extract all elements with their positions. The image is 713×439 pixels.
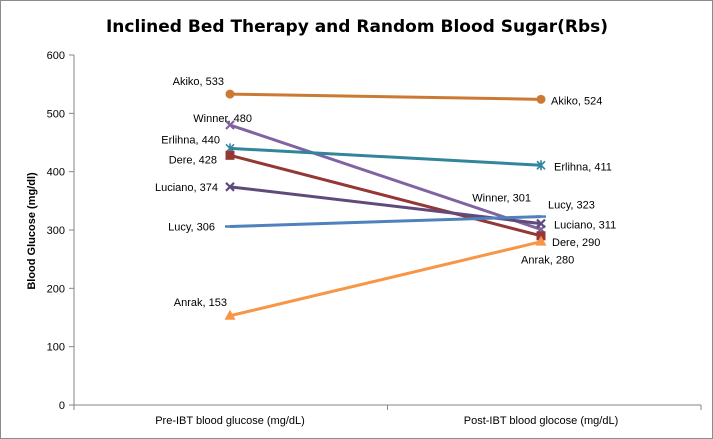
data-labels: Akiko, 533 Akiko, 524 Winner, 480 Winner, 3… xyxy=(155,76,616,309)
series-line-dere xyxy=(229,153,542,238)
data-point-anrak xyxy=(224,309,236,320)
data-label-anrak: Anrak, 280 xyxy=(521,255,574,267)
data-point-winner xyxy=(225,120,235,130)
y-tick-label: 600 xyxy=(47,50,65,62)
y-tick-label: 100 xyxy=(47,342,65,354)
series-line-akiko xyxy=(229,92,542,101)
x-category-label: Post-IBT blood glocose (mg/dL) xyxy=(464,415,618,427)
data-point-luciano xyxy=(536,218,546,229)
data-point-erlihna xyxy=(536,160,546,171)
series-erlihna xyxy=(225,143,546,171)
data-label-winner: Winner, 480 xyxy=(193,113,252,125)
series-line-erlihna xyxy=(229,146,542,167)
series-line-winner xyxy=(229,123,542,231)
data-label-akiko: Akiko, 533 xyxy=(173,76,224,88)
data-point-dere xyxy=(225,150,235,160)
y-tick-label: 0 xyxy=(59,400,65,412)
data-label-lucy: Lucy, 306 xyxy=(168,222,215,234)
y-tick-label: 300 xyxy=(47,225,65,237)
y-tick-label: 400 xyxy=(47,167,65,179)
x-axis-ticks: Pre-IBT blood glucose (mg/dL) Post-IBT bl… xyxy=(73,405,702,427)
data-label-winner: Winner, 301 xyxy=(472,192,531,204)
series-lines xyxy=(224,89,547,320)
data-label-anrak: Anrak, 153 xyxy=(174,297,227,309)
series-line-lucy xyxy=(229,215,542,228)
x-category-label: Pre-IBT blood glucose (mg/dL) xyxy=(155,415,305,427)
data-point-anrak xyxy=(535,235,547,246)
data-label-dere: Dere, 428 xyxy=(169,154,217,166)
data-label-lucy: Lucy, 323 xyxy=(548,200,595,212)
series-lucy xyxy=(225,215,546,228)
data-label-luciano: Luciano, 311 xyxy=(554,220,616,232)
y-axis-ticks: 0 100 200 300 400 500 600 xyxy=(47,50,74,412)
data-label-erlihna: Erlihna, 440 xyxy=(161,134,220,146)
y-tick-label: 200 xyxy=(47,283,65,295)
data-point-luciano xyxy=(225,182,235,192)
y-axis-label: Blood Glucose (mg/dl) xyxy=(26,172,38,290)
series-anrak xyxy=(224,235,547,320)
data-label-akiko: Akiko, 524 xyxy=(551,95,602,107)
series-line-anrak xyxy=(229,240,542,318)
chart-title: Inclined Bed Therapy and Random Blood Su… xyxy=(106,17,608,37)
data-point-akiko xyxy=(225,89,235,99)
y-tick-label: 500 xyxy=(47,108,65,120)
data-point-akiko xyxy=(536,94,546,104)
series-akiko xyxy=(225,89,546,104)
data-label-dere: Dere, 290 xyxy=(552,237,600,249)
data-label-luciano: Luciano, 374 xyxy=(155,182,218,194)
data-label-erlihna: Erlihna, 411 xyxy=(554,161,612,173)
